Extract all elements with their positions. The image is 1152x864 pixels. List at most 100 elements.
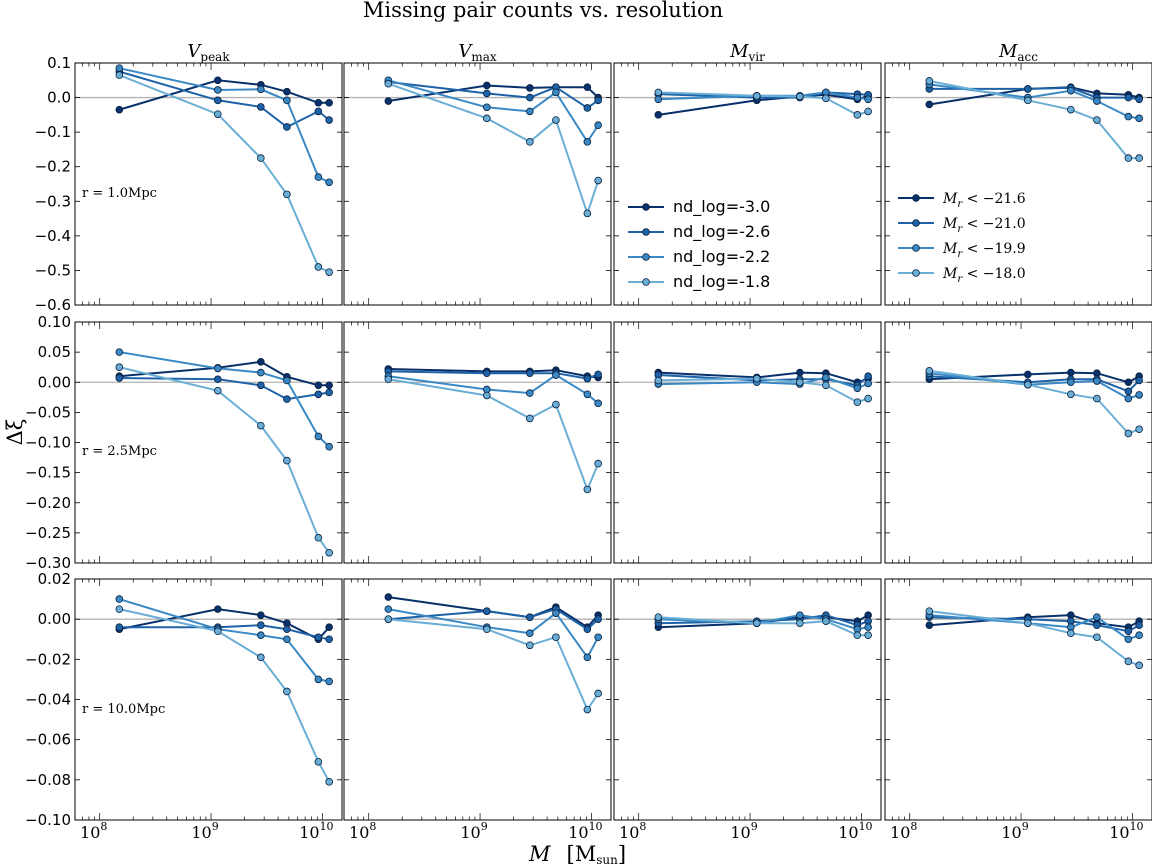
- data-point: [1124, 394, 1133, 403]
- data-point: [115, 71, 124, 79]
- data-point: [325, 381, 333, 390]
- data-point: [325, 778, 333, 786]
- data-point: [1124, 635, 1133, 644]
- data-point: [257, 85, 265, 94]
- data-point: [552, 88, 560, 97]
- data-point: [214, 96, 222, 105]
- data-point: [1135, 425, 1143, 434]
- data-point: [594, 399, 602, 408]
- panel-frame: [343, 62, 612, 306]
- y-tick-label: −0.04: [25, 691, 71, 709]
- data-point: [257, 621, 265, 629]
- y-tick-label: −0.02: [25, 650, 71, 668]
- series-line-3: [119, 608, 331, 783]
- legend-marker: [642, 278, 650, 286]
- data-point: [257, 103, 265, 111]
- radius-label: r = 10.0Mpc: [82, 702, 165, 717]
- data-point: [115, 64, 124, 72]
- data-point: [384, 79, 393, 88]
- data-point: [654, 613, 663, 621]
- data-point: [257, 357, 265, 366]
- data-point: [1135, 154, 1143, 162]
- panel-r1-c1: [343, 321, 612, 564]
- series-line-0: [119, 79, 330, 111]
- legend-label: Mr < −19.9: [942, 241, 1026, 260]
- data-point: [314, 173, 323, 181]
- data-point: [796, 368, 804, 377]
- data-point: [753, 92, 761, 100]
- x-tick-label: 1010: [568, 820, 602, 842]
- data-point: [325, 178, 333, 187]
- x-tick-label: 109: [1001, 820, 1028, 842]
- data-point: [1135, 95, 1143, 104]
- data-point: [1093, 621, 1101, 629]
- data-point: [594, 176, 602, 185]
- data-point: [594, 96, 602, 105]
- data-point: [115, 374, 124, 382]
- data-point: [753, 619, 761, 627]
- data-point: [583, 390, 592, 399]
- data-point: [1124, 657, 1133, 666]
- panel-r1-c2: [613, 321, 882, 564]
- data-point: [864, 394, 872, 403]
- data-point: [314, 98, 323, 107]
- data-point: [864, 379, 872, 388]
- data-point: [1024, 380, 1032, 389]
- data-point: [822, 617, 830, 625]
- data-point: [552, 400, 560, 409]
- data-point: [314, 263, 323, 271]
- data-point: [1124, 112, 1133, 121]
- data-point: [796, 378, 804, 387]
- panel-frame: [884, 321, 1152, 564]
- data-point: [283, 123, 291, 131]
- data-point: [1093, 97, 1101, 105]
- data-point: [594, 689, 602, 698]
- data-point: [483, 391, 491, 400]
- y-tick-label: 0.02: [38, 570, 71, 588]
- legend-1: Mr < −21.6 Mr < −21.0 Mr < −19.9 Mr < −18.0: [898, 191, 1026, 285]
- panel-frame: [613, 62, 882, 306]
- column-title: Macc: [998, 41, 1038, 64]
- data-point: [1024, 96, 1032, 105]
- series-line-2: [388, 608, 600, 660]
- x-tick-label: 1010: [838, 820, 872, 842]
- data-point: [314, 107, 323, 116]
- x-tick-label: 108: [349, 820, 376, 842]
- data-point: [115, 595, 124, 603]
- data-point: [257, 154, 265, 162]
- data-point: [214, 627, 222, 636]
- panel-r1-c3: [884, 321, 1152, 564]
- data-point: [1124, 429, 1133, 438]
- y-tick-label: 0.10: [38, 313, 71, 331]
- legend-label: Mr < −18.0: [942, 266, 1026, 285]
- panel-r2-c2: [613, 578, 882, 821]
- x-axis-label: M [Msun]: [528, 842, 626, 864]
- data-point: [853, 384, 862, 393]
- panel-r1-c0: [74, 321, 343, 564]
- data-point: [214, 386, 222, 395]
- panel-r0-c1: [343, 62, 612, 306]
- data-point: [654, 95, 663, 104]
- y-tick-label: −0.30: [25, 554, 71, 572]
- data-point: [853, 93, 862, 102]
- data-point: [1067, 86, 1075, 95]
- panel-r0-c2: [613, 62, 882, 306]
- series-line-3: [388, 378, 600, 493]
- data-point: [1067, 390, 1075, 399]
- panel-frame: [884, 578, 1152, 821]
- data-point: [483, 369, 491, 378]
- series-line-2: [119, 598, 330, 683]
- panel-frame: [74, 62, 343, 306]
- svg-text:M[Msun]: M [Msun]: [528, 842, 626, 864]
- data-point: [654, 376, 663, 385]
- series-line-1: [119, 624, 330, 641]
- series-line-3: [929, 80, 1140, 160]
- y-tick-label: −0.08: [25, 771, 71, 789]
- data-point: [552, 371, 560, 379]
- data-point: [384, 375, 393, 384]
- data-point: [853, 111, 862, 119]
- data-point: [526, 93, 534, 102]
- data-point: [314, 633, 323, 642]
- y-tick-label: −0.05: [25, 403, 71, 421]
- panel-r0-c0: [74, 62, 343, 306]
